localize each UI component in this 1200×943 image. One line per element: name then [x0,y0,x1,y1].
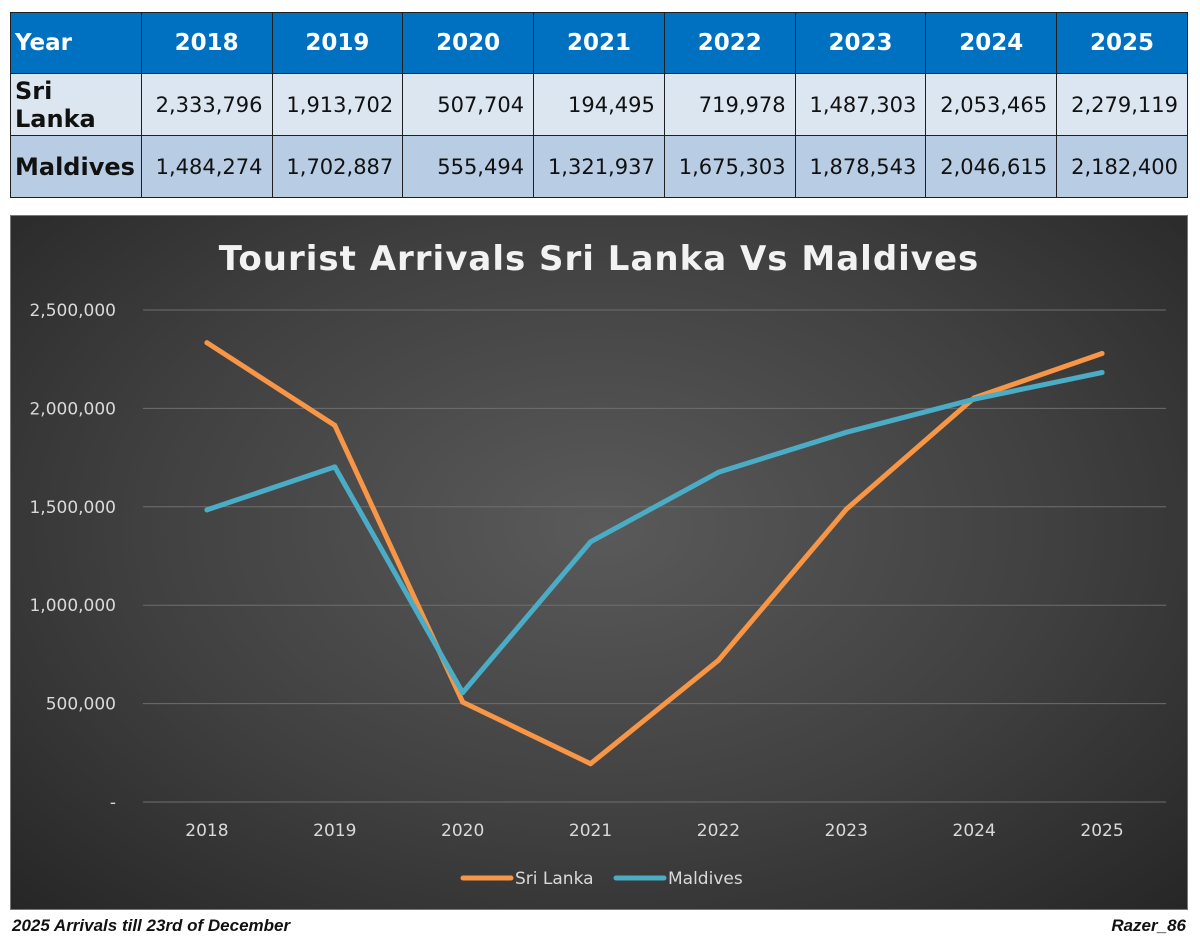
table-cell: 2,053,465 [925,73,1058,136]
legend-label: Sri Lanka [515,869,594,889]
chart-series [204,340,1105,767]
data-point [843,429,849,435]
y-tick-label: 1,500,000 [29,498,116,518]
y-tick-label: 2,000,000 [29,399,116,419]
table-row-label: Sri Lanka [10,73,142,136]
y-axis-ticks: - 500,000 1,000,000 1,500,000 2,000,000 2,500… [29,301,116,813]
legend-label: Maldives [668,869,743,889]
data-point [971,396,977,402]
table-header-cell: 2022 [663,12,796,74]
data-point [1099,370,1105,376]
table-cell: 1,484,274 [140,135,273,198]
table-cell: 1,675,303 [663,135,796,198]
table-cell: 1,702,887 [271,135,404,198]
data-point [204,507,210,513]
table-header-cell: 2021 [533,12,665,74]
x-tick-label: 2025 [1080,821,1123,841]
y-tick-label: 2,500,000 [29,301,116,321]
x-tick-label: 2021 [569,821,612,841]
data-point [588,761,594,767]
table-header-cell: 2025 [1056,12,1188,74]
chart-gridlines [143,309,1166,803]
table-header-cell: 2018 [140,12,273,74]
table-cell: 2,279,119 [1056,73,1188,136]
arrivals-table: Year 2018 2019 2020 2021 2022 2023 2024 … [10,12,1188,198]
table-cell: 1,878,543 [794,135,927,198]
footer-note: 2025 Arrivals till 23rd of December [12,916,291,935]
table-cell: 194,495 [533,73,665,136]
data-point [843,506,849,512]
table-cell: 2,182,400 [1056,135,1188,198]
line-chart-panel: Tourist Arrivals Sri Lanka Vs Maldives -… [10,215,1188,910]
series-line-maldives [204,370,1105,696]
x-tick-label: 2023 [825,821,868,841]
chart-title: Tourist Arrivals Sri Lanka Vs Maldives [219,239,980,279]
x-axis-ticks: 2018 2019 2020 2021 2022 2023 2024 2025 [185,821,1123,841]
table-cell: 1,321,937 [533,135,665,198]
data-point [460,699,466,705]
table-cell: 1,487,303 [794,73,927,136]
y-tick-label: 500,000 [46,695,116,715]
table-row-maldives: Maldives 1,484,274 1,702,887 555,494 1,3… [10,135,1188,198]
table-cell: 719,978 [663,73,796,136]
table-cell: 507,704 [402,73,535,136]
data-point [715,657,721,663]
footer-credit: Razer_86 [1111,916,1186,935]
x-tick-label: 2018 [185,821,228,841]
line-chart: Tourist Arrivals Sri Lanka Vs Maldives -… [29,239,1166,889]
data-point [332,422,338,428]
x-tick-label: 2019 [313,821,356,841]
x-tick-label: 2024 [953,821,996,841]
table-cell: 555,494 [402,135,535,198]
data-point [715,469,721,475]
x-tick-label: 2020 [441,821,484,841]
table-header-cell: 2023 [794,12,927,74]
data-point [588,539,594,545]
y-tick-label: - [110,793,116,813]
y-tick-label: 1,000,000 [29,596,116,616]
data-point [460,690,466,696]
table-cell: 2,333,796 [140,73,273,136]
data-point [204,340,210,346]
series-line-sri-lanka [204,340,1105,767]
table-header-cell: 2024 [925,12,1058,74]
table-row-sri-lanka: Sri Lanka 2,333,796 1,913,702 507,704 19… [10,73,1188,136]
x-tick-label: 2022 [697,821,740,841]
data-point [1099,350,1105,356]
table-header-row: Year 2018 2019 2020 2021 2022 2023 2024 … [10,12,1188,74]
chart-legend: Sri Lanka Maldives [460,869,743,889]
table-cell: 1,913,702 [271,73,404,136]
table-header-cell: 2019 [271,12,404,74]
table-row-label: Maldives [10,135,142,198]
table-cell: 2,046,615 [925,135,1058,198]
table-header-year-label: Year [10,12,142,74]
table-header-cell: 2020 [402,12,535,74]
data-point [332,464,338,470]
